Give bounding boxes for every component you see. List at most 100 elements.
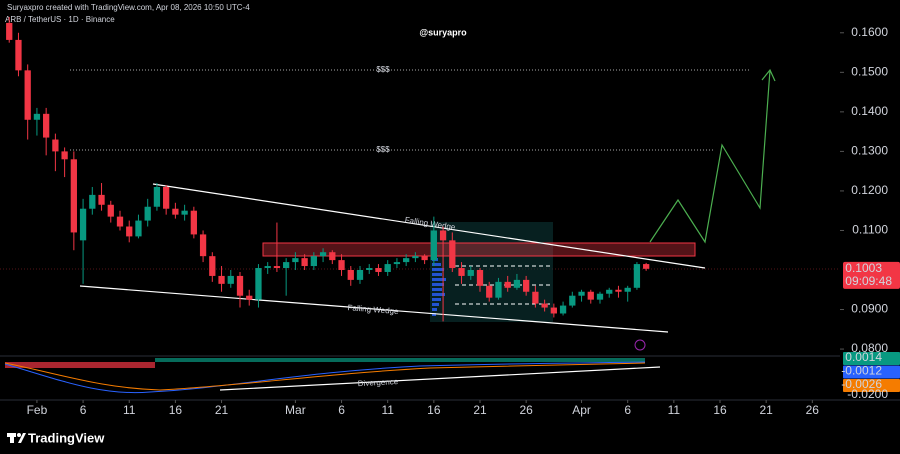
indicator-value-label: -0.0012 (841, 364, 882, 378)
candle-body (366, 268, 373, 270)
candle-body (15, 39, 22, 71)
candle-body (569, 295, 576, 306)
candle-body (532, 291, 539, 304)
indicator-value-box (843, 365, 900, 379)
candle-body (33, 113, 41, 120)
candle-body (52, 139, 59, 152)
candle-body (559, 305, 567, 314)
candle-body (107, 204, 114, 217)
y-tick-label: 0.0900 (851, 302, 888, 316)
candle-body (439, 230, 447, 241)
x-tick-label: Feb (27, 403, 48, 417)
indicator-value-label: 0.0014 (845, 350, 882, 364)
y-tick-label: 0.1600 (851, 25, 888, 39)
candle-body (458, 268, 465, 276)
y-tick-label: 0.1400 (851, 104, 888, 118)
candle-body (246, 295, 253, 300)
target-label: $$$ (376, 65, 390, 74)
candle-body (421, 256, 428, 261)
x-tick-label: 21 (473, 403, 487, 417)
candle-body (135, 220, 142, 237)
candle-body (384, 264, 391, 272)
watermark: @suryapro (419, 27, 467, 37)
candle-body (218, 275, 225, 284)
y-tick-label: 0.0800 (851, 341, 888, 355)
candle-body (523, 279, 530, 292)
countdown: 09:09:48 (845, 274, 892, 288)
candle-body (301, 258, 308, 267)
candle-body (153, 186, 161, 207)
candle-body (24, 70, 31, 120)
divergence-label: Divergence (358, 377, 399, 388)
candle-body (209, 256, 216, 276)
candle-body (624, 287, 631, 292)
candle-body (116, 216, 124, 227)
candle-body (190, 210, 197, 235)
x-tick-label: 16 (427, 403, 441, 417)
y-tick-label: 0.1300 (851, 144, 888, 158)
wedge-upper (152, 183, 706, 269)
candle-body (292, 258, 299, 263)
candle-body (541, 303, 548, 308)
candle-body (172, 208, 179, 215)
y-tick-label: 0.1500 (851, 64, 888, 78)
symbol: ARB / TetherUS · 1D · Binance (5, 15, 115, 24)
x-tick-label: 11 (668, 403, 681, 417)
candle-body (643, 264, 650, 269)
divergence-line (219, 366, 661, 391)
wedge-label: Falling Wedge (347, 303, 399, 316)
candle-body (606, 289, 613, 294)
last-price-label: 0.1003 (845, 261, 882, 275)
candle-body (633, 264, 641, 288)
candle-body (449, 240, 456, 269)
x-tick-label: 11 (381, 403, 394, 417)
candle-body (79, 208, 87, 241)
candle-body (310, 256, 317, 267)
candle-body (587, 291, 594, 300)
candle-body (43, 113, 50, 138)
candle-body (412, 256, 419, 259)
candle-body (430, 230, 437, 261)
candle-body (6, 22, 13, 40)
candle-body (273, 266, 281, 269)
candle-body (199, 234, 207, 257)
brand: TradingView (28, 430, 105, 445)
macd-histogram (155, 358, 645, 362)
projection (649, 69, 771, 244)
y-tick-label: 0.1200 (851, 183, 888, 197)
candle-body (467, 270, 474, 276)
candle-body (70, 159, 77, 233)
x-tick-label: Apr (572, 403, 591, 417)
resistance-zone (262, 242, 696, 257)
candle-body (283, 262, 290, 269)
candle-body (486, 285, 493, 298)
macd-line (4, 361, 646, 394)
x-tick-label: 6 (624, 403, 631, 417)
candle-body (181, 210, 188, 215)
candle-body (476, 270, 484, 286)
candle-body (264, 266, 271, 269)
candle-body (550, 307, 557, 314)
candle-body (255, 268, 262, 300)
x-tick-label: 11 (123, 403, 136, 417)
x-tick-label: 26 (806, 403, 820, 417)
wedge-lower (79, 285, 669, 333)
x-tick-label: 6 (80, 403, 87, 417)
event-icon (634, 339, 646, 351)
candle-body (126, 226, 133, 237)
candle-body (163, 186, 170, 209)
candle-body (375, 268, 382, 272)
candle-body (89, 194, 96, 209)
signal-line (4, 362, 646, 391)
candle-body (319, 252, 327, 257)
candle-body (329, 252, 336, 261)
candle-body (347, 270, 354, 280)
indicator-value-label: -0.0026 (841, 377, 882, 391)
candle-body (615, 289, 622, 292)
projection-arrow (761, 68, 776, 82)
x-tick-label: 21 (759, 403, 773, 417)
x-tick-label: 16 (713, 403, 727, 417)
macd-histogram (5, 362, 155, 368)
candle-body (144, 206, 151, 221)
